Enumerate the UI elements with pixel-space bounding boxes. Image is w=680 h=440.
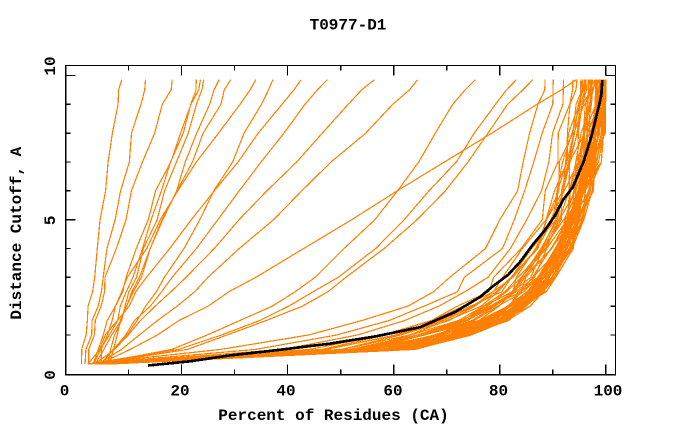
svg-text:Distance Cutoff, A: Distance Cutoff, A [8, 146, 26, 319]
svg-text:80: 80 [489, 382, 508, 400]
svg-text:100: 100 [594, 382, 623, 400]
svg-text:0: 0 [42, 370, 60, 380]
svg-text:T0977-D1: T0977-D1 [310, 17, 387, 35]
svg-text:0: 0 [60, 382, 70, 400]
svg-text:20: 20 [170, 382, 189, 400]
svg-text:10: 10 [42, 56, 60, 75]
svg-text:5: 5 [42, 215, 60, 225]
svg-text:60: 60 [383, 382, 402, 400]
svg-text:40: 40 [276, 382, 295, 400]
svg-text:Percent of Residues (CA): Percent of Residues (CA) [218, 407, 448, 425]
